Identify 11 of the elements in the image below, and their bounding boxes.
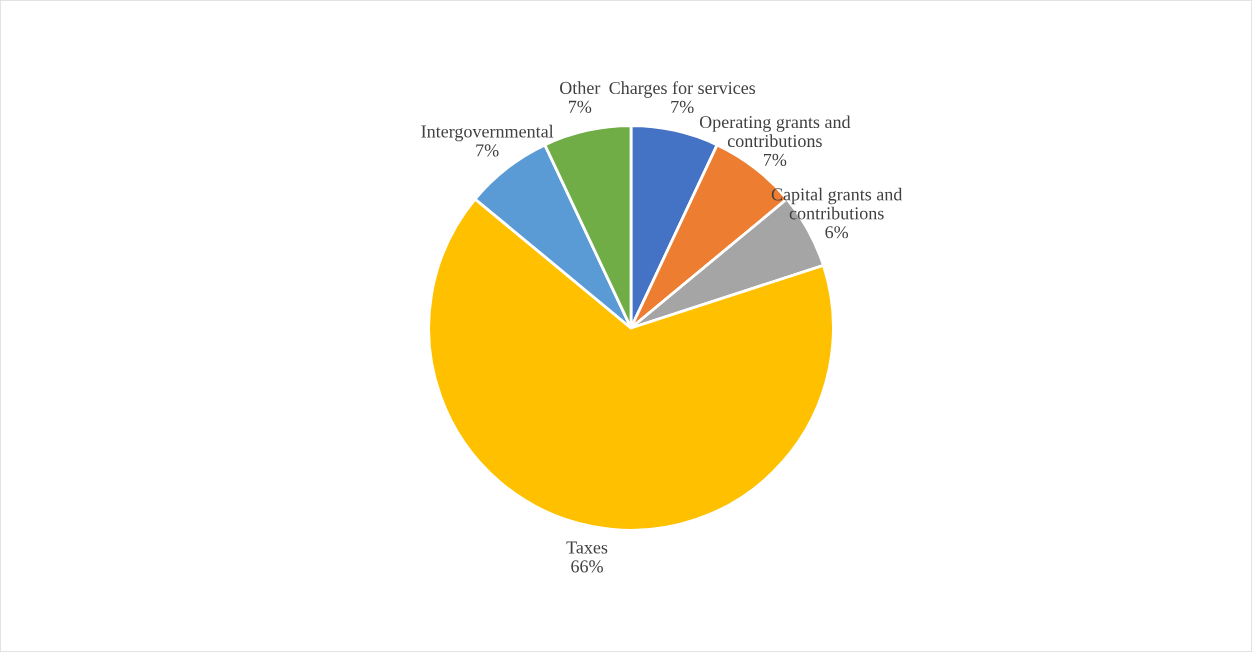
data-label: 66% <box>571 560 603 573</box>
data-label: 7% <box>764 153 787 166</box>
slice-label: Operating grants and contributions <box>699 115 851 148</box>
slice-label: Other <box>560 81 601 94</box>
data-label: 7% <box>568 100 592 113</box>
data-label: 7% <box>671 100 694 114</box>
slice-label: Charges for services <box>609 81 756 98</box>
slice-label: Intergovernmental <box>421 124 554 142</box>
data-label: 7% <box>476 144 499 157</box>
data-label: 6% <box>825 226 849 239</box>
slice-label: Taxes <box>566 541 608 554</box>
